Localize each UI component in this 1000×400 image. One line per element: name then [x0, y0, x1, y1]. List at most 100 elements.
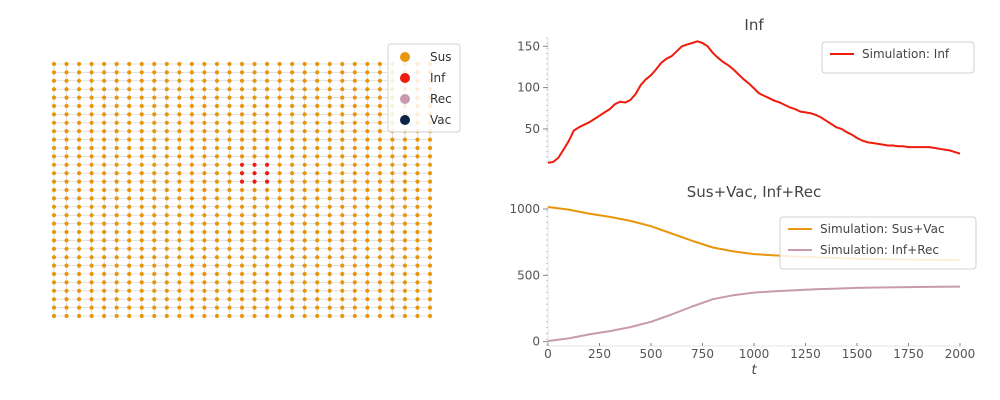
susceptible-node: [202, 179, 207, 184]
susceptible-node: [365, 145, 370, 151]
susceptible-node: [139, 255, 144, 260]
susceptible-node: [114, 204, 119, 209]
susceptible-node: [277, 238, 282, 243]
susceptible-node: [164, 213, 169, 218]
susceptible-node: [340, 288, 345, 293]
susceptible-node: [302, 154, 307, 159]
susceptible-node: [277, 78, 282, 83]
susceptible-node: [327, 204, 332, 209]
susceptible-node: [102, 271, 107, 277]
susceptible-node: [377, 95, 382, 100]
susceptible-node: [164, 78, 169, 83]
susceptible-node: [227, 129, 232, 134]
susceptible-node: [152, 162, 157, 167]
susceptible-node: [227, 280, 232, 285]
susceptible-node: [264, 271, 270, 277]
susceptible-node: [202, 137, 207, 142]
infected-node: [239, 179, 245, 184]
susceptible-node: [415, 145, 420, 151]
susceptible-node: [139, 271, 144, 277]
susceptible-node: [365, 196, 370, 201]
susceptible-node: [352, 61, 357, 67]
susceptible-node: [340, 229, 345, 235]
susceptible-node: [114, 179, 119, 184]
susceptible-node: [252, 120, 257, 125]
susceptible-node: [290, 297, 295, 302]
susceptible-node: [390, 204, 395, 209]
susceptible-node: [365, 263, 370, 268]
susceptible-node: [327, 263, 332, 268]
susceptible-node: [264, 221, 270, 226]
susceptible-node: [390, 196, 395, 201]
susceptible-node: [252, 196, 257, 201]
susceptible-node: [264, 187, 270, 193]
susceptible-node: [127, 78, 132, 83]
susceptible-node: [152, 145, 157, 151]
susceptible-node: [76, 271, 82, 277]
susceptible-node: [315, 313, 320, 319]
susceptible-node: [239, 196, 245, 201]
susceptible-node: [390, 162, 395, 167]
susceptible-node: [427, 221, 433, 226]
susceptible-node: [239, 238, 245, 243]
susceptible-node: [227, 87, 232, 92]
susceptible-node: [252, 271, 257, 277]
chart-title: Inf: [744, 16, 764, 34]
susceptible-node: [327, 271, 332, 277]
susceptible-node: [390, 280, 395, 285]
susceptible-node: [352, 120, 357, 125]
infected-node: [264, 179, 270, 184]
susceptible-node: [164, 112, 169, 117]
susceptible-node: [402, 305, 408, 310]
susceptible-node: [214, 305, 220, 310]
susceptible-node: [139, 313, 144, 319]
susceptible-node: [377, 103, 382, 109]
legend-marker-vac: [400, 115, 410, 125]
susceptible-node: [302, 171, 307, 176]
susceptible-node: [164, 288, 169, 293]
susceptible-node: [177, 204, 182, 209]
susceptible-node: [277, 112, 282, 117]
susceptible-node: [264, 112, 270, 117]
susceptible-node: [177, 313, 182, 319]
susceptible-node: [114, 87, 119, 92]
susceptible-node: [51, 145, 57, 151]
susceptible-node: [177, 78, 182, 83]
susceptible-node: [202, 313, 207, 319]
susceptible-node: [302, 103, 307, 109]
susceptible-node: [327, 87, 332, 92]
susceptible-node: [264, 154, 270, 159]
x-tick-label: 1750: [893, 347, 924, 361]
susceptible-node: [51, 238, 57, 243]
susceptible-node: [76, 238, 82, 243]
susceptible-node: [202, 271, 207, 277]
susceptible-node: [202, 187, 207, 193]
susceptible-node: [277, 129, 282, 134]
susceptible-node: [377, 271, 382, 277]
susceptible-node: [239, 221, 245, 226]
legend-label: Simulation: Inf: [862, 47, 950, 61]
susceptible-node: [114, 120, 119, 125]
susceptible-node: [177, 221, 182, 226]
susceptible-node: [139, 137, 144, 142]
susceptible-node: [152, 238, 157, 243]
susceptible-node: [377, 305, 382, 310]
susceptible-node: [352, 171, 357, 176]
susceptible-node: [227, 187, 232, 193]
susceptible-node: [152, 103, 157, 109]
infected-node: [264, 171, 270, 176]
susceptible-node: [402, 271, 408, 277]
susceptible-node: [152, 129, 157, 134]
susceptible-node: [415, 313, 420, 319]
x-tick-label: 1000: [739, 347, 770, 361]
susceptible-node: [152, 137, 157, 142]
susceptible-node: [315, 162, 320, 167]
susceptible-node: [402, 255, 408, 260]
susceptible-node: [89, 145, 94, 151]
susceptible-node: [252, 297, 257, 302]
susceptible-node: [164, 129, 169, 134]
susceptible-node: [427, 204, 433, 209]
susceptible-node: [427, 280, 433, 285]
susceptible-node: [365, 255, 370, 260]
susceptible-node: [114, 271, 119, 277]
